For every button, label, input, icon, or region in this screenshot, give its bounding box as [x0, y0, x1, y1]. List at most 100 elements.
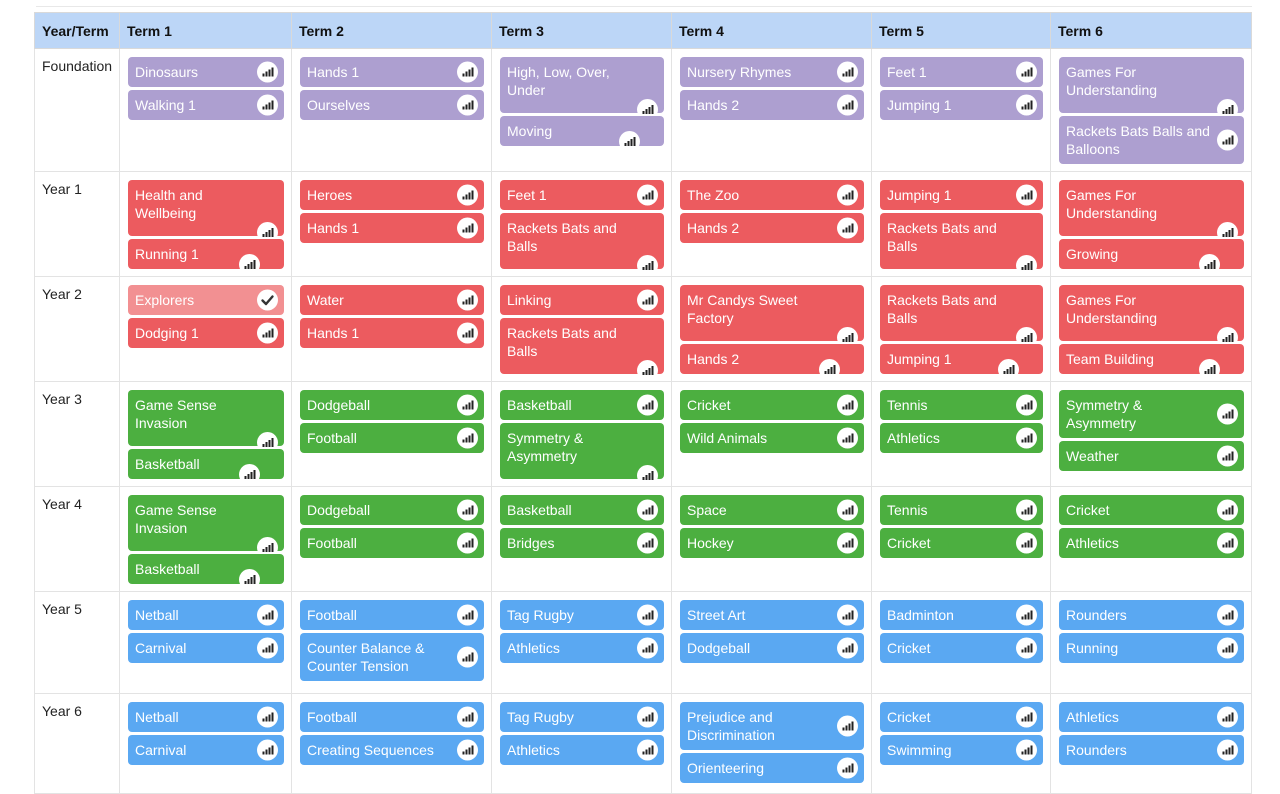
- signal-bars-icon[interactable]: [637, 604, 658, 626]
- unit-card[interactable]: Dodgeball: [300, 495, 484, 525]
- signal-bars-icon[interactable]: [1016, 604, 1037, 626]
- checkmark-icon[interactable]: [257, 289, 278, 311]
- unit-card[interactable]: Walking 1: [128, 90, 284, 120]
- unit-card[interactable]: Heroes: [300, 180, 484, 210]
- unit-card[interactable]: Athletics: [880, 423, 1043, 453]
- unit-card[interactable]: Basketball: [128, 449, 284, 485]
- unit-card[interactable]: Football: [300, 702, 484, 732]
- unit-card[interactable]: Athletics: [1059, 528, 1244, 558]
- unit-card[interactable]: Tag Rugby: [500, 702, 664, 732]
- unit-card[interactable]: Hands 2: [680, 344, 864, 380]
- unit-card[interactable]: Jumping 1: [880, 90, 1043, 120]
- signal-bars-icon[interactable]: [837, 499, 858, 521]
- unit-card[interactable]: Netball: [128, 702, 284, 732]
- unit-card[interactable]: Athletics: [1059, 702, 1244, 732]
- unit-card[interactable]: Symmetry & Asymmetry: [1059, 390, 1244, 438]
- unit-card[interactable]: Hands 2: [680, 90, 864, 120]
- signal-bars-icon[interactable]: [257, 432, 278, 453]
- signal-bars-icon[interactable]: [998, 359, 1019, 380]
- unit-card[interactable]: Dinosaurs: [128, 57, 284, 87]
- unit-card[interactable]: Hands 1: [300, 213, 484, 243]
- signal-bars-icon[interactable]: [457, 706, 478, 728]
- unit-card[interactable]: Feet 1: [880, 57, 1043, 87]
- unit-card[interactable]: Rackets Bats and Balls: [880, 285, 1043, 348]
- unit-card[interactable]: Athletics: [500, 633, 664, 663]
- signal-bars-icon[interactable]: [837, 604, 858, 626]
- signal-bars-icon[interactable]: [1016, 94, 1037, 116]
- signal-bars-icon[interactable]: [1217, 445, 1238, 467]
- signal-bars-icon[interactable]: [457, 499, 478, 521]
- unit-card[interactable]: Cricket: [880, 702, 1043, 732]
- signal-bars-icon[interactable]: [637, 184, 658, 206]
- signal-bars-icon[interactable]: [257, 706, 278, 728]
- signal-bars-icon[interactable]: [257, 322, 278, 344]
- signal-bars-icon[interactable]: [837, 757, 858, 779]
- unit-card[interactable]: Creating Sequences: [300, 735, 484, 765]
- unit-card[interactable]: Orienteering: [680, 753, 864, 783]
- unit-card[interactable]: Cricket: [880, 528, 1043, 558]
- signal-bars-icon[interactable]: [837, 532, 858, 554]
- unit-card[interactable]: Hockey: [680, 528, 864, 558]
- unit-card[interactable]: Hands 1: [300, 57, 484, 87]
- signal-bars-icon[interactable]: [257, 222, 278, 243]
- signal-bars-icon[interactable]: [837, 217, 858, 239]
- unit-card[interactable]: Moving: [500, 116, 664, 152]
- unit-card[interactable]: Prejudice and Discrimination: [680, 702, 864, 750]
- unit-card[interactable]: Jumping 1: [880, 180, 1043, 210]
- signal-bars-icon[interactable]: [257, 537, 278, 558]
- signal-bars-icon[interactable]: [457, 646, 478, 668]
- signal-bars-icon[interactable]: [837, 427, 858, 449]
- unit-card[interactable]: Wild Animals: [680, 423, 864, 453]
- unit-card-completed[interactable]: Explorers: [128, 285, 284, 315]
- unit-card[interactable]: Team Building: [1059, 344, 1244, 380]
- signal-bars-icon[interactable]: [637, 255, 658, 276]
- unit-card[interactable]: Rackets Bats and Balls: [880, 213, 1043, 276]
- signal-bars-icon[interactable]: [1217, 637, 1238, 659]
- unit-card[interactable]: Mr Candys Sweet Factory: [680, 285, 864, 348]
- unit-card[interactable]: Hands 2: [680, 213, 864, 243]
- unit-card[interactable]: Football: [300, 600, 484, 630]
- signal-bars-icon[interactable]: [637, 99, 658, 120]
- unit-card[interactable]: Dodgeball: [680, 633, 864, 663]
- unit-card[interactable]: Water: [300, 285, 484, 315]
- unit-card[interactable]: Rounders: [1059, 735, 1244, 765]
- signal-bars-icon[interactable]: [1016, 706, 1037, 728]
- signal-bars-icon[interactable]: [1016, 532, 1037, 554]
- unit-card[interactable]: Games For Understanding: [1059, 180, 1244, 243]
- signal-bars-icon[interactable]: [1016, 427, 1037, 449]
- unit-card[interactable]: Growing: [1059, 239, 1244, 275]
- signal-bars-icon[interactable]: [239, 254, 260, 275]
- signal-bars-icon[interactable]: [457, 394, 478, 416]
- unit-card[interactable]: Dodgeball: [300, 390, 484, 420]
- signal-bars-icon[interactable]: [837, 637, 858, 659]
- unit-card[interactable]: Jumping 1: [880, 344, 1043, 380]
- unit-card[interactable]: Space: [680, 495, 864, 525]
- signal-bars-icon[interactable]: [1217, 706, 1238, 728]
- unit-card[interactable]: Symmetry & Asymmetry: [500, 423, 664, 486]
- signal-bars-icon[interactable]: [1016, 499, 1037, 521]
- unit-card[interactable]: Tennis: [880, 495, 1043, 525]
- unit-card[interactable]: Running 1: [128, 239, 284, 275]
- signal-bars-icon[interactable]: [837, 94, 858, 116]
- signal-bars-icon[interactable]: [457, 184, 478, 206]
- signal-bars-icon[interactable]: [457, 427, 478, 449]
- unit-card[interactable]: Netball: [128, 600, 284, 630]
- signal-bars-icon[interactable]: [457, 289, 478, 311]
- signal-bars-icon[interactable]: [1217, 403, 1238, 425]
- unit-card[interactable]: High, Low, Over, Under: [500, 57, 664, 120]
- signal-bars-icon[interactable]: [457, 322, 478, 344]
- unit-card[interactable]: Rounders: [1059, 600, 1244, 630]
- unit-card[interactable]: Basketball: [500, 495, 664, 525]
- signal-bars-icon[interactable]: [1217, 604, 1238, 626]
- signal-bars-icon[interactable]: [1016, 255, 1037, 276]
- signal-bars-icon[interactable]: [1016, 394, 1037, 416]
- unit-card[interactable]: Hands 1: [300, 318, 484, 348]
- unit-card[interactable]: Basketball: [500, 390, 664, 420]
- unit-card[interactable]: Bridges: [500, 528, 664, 558]
- unit-card[interactable]: Dodging 1: [128, 318, 284, 348]
- unit-card[interactable]: Counter Balance & Counter Tension: [300, 633, 484, 681]
- signal-bars-icon[interactable]: [457, 739, 478, 761]
- signal-bars-icon[interactable]: [1217, 327, 1238, 348]
- signal-bars-icon[interactable]: [1199, 359, 1220, 380]
- signal-bars-icon[interactable]: [1016, 184, 1037, 206]
